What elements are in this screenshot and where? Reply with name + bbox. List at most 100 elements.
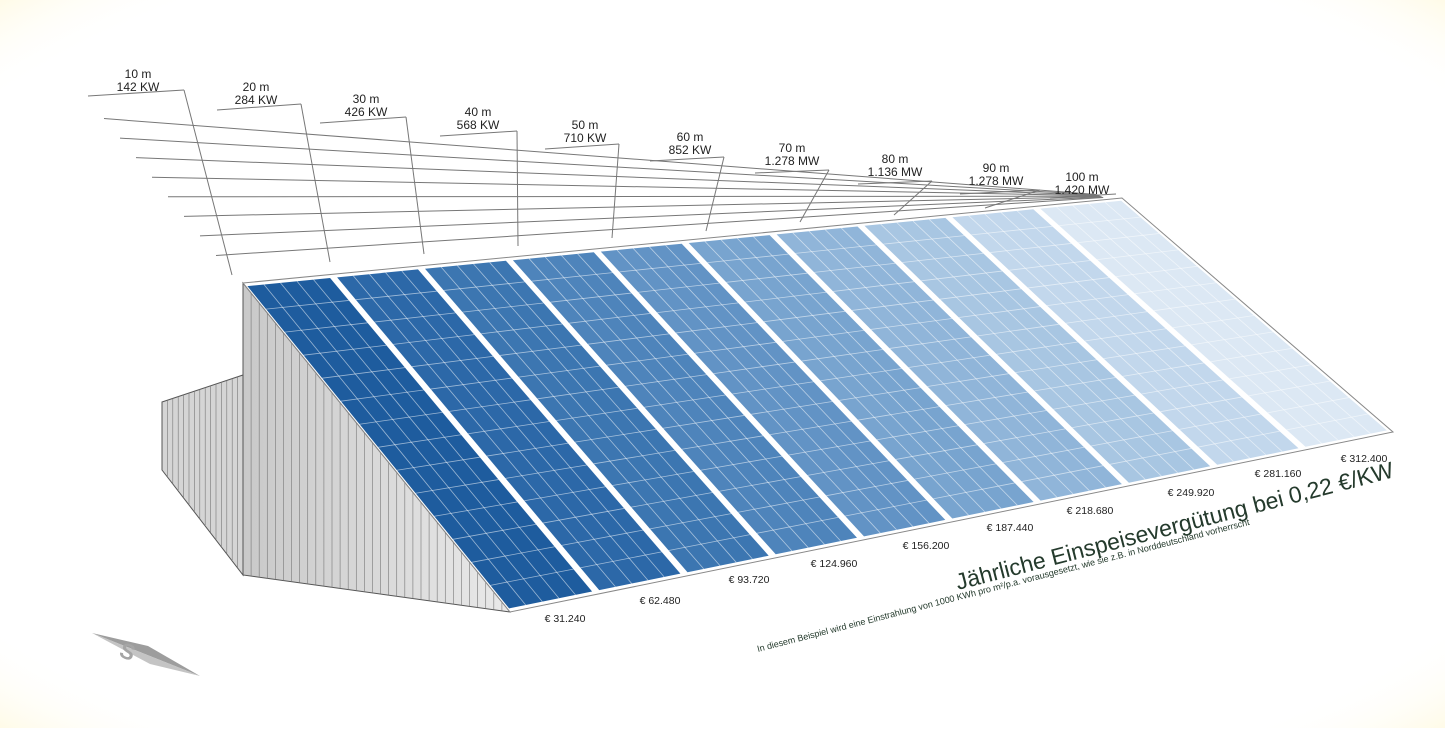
panel-grid-line bbox=[490, 568, 574, 586]
panel-grid-line bbox=[788, 440, 871, 456]
section-length: 30 m bbox=[353, 92, 380, 106]
panel-grid-line bbox=[1179, 413, 1261, 430]
panel-grid-line bbox=[914, 463, 996, 480]
panel-grid-line bbox=[612, 471, 694, 486]
panel-grid-line bbox=[537, 386, 619, 400]
price-label-3: € 93.720 bbox=[729, 574, 770, 586]
section-length: 80 m bbox=[882, 152, 909, 166]
panel-grid-line bbox=[1103, 345, 1185, 360]
price-label-2: € 62.480 bbox=[640, 595, 681, 607]
panel-grid-line bbox=[1072, 412, 1154, 429]
panel-grid-line bbox=[580, 551, 662, 569]
panel-grid-line bbox=[1091, 430, 1173, 447]
grid-column-line bbox=[611, 143, 620, 239]
panel-grid-line bbox=[619, 262, 701, 273]
panel-grid-line bbox=[738, 496, 820, 513]
panel-grid-line bbox=[1084, 328, 1166, 342]
panel-section-10 bbox=[1040, 200, 1387, 447]
label-underline bbox=[439, 130, 518, 137]
panel-grid-line bbox=[820, 368, 902, 382]
section-length: 10 m bbox=[125, 67, 152, 81]
panel-grid-line bbox=[921, 270, 1003, 282]
panel-grid-line bbox=[574, 428, 657, 443]
panel-section-fill bbox=[247, 278, 593, 609]
panel-section-3 bbox=[425, 260, 769, 573]
price-label-1: € 31.240 bbox=[545, 613, 586, 625]
panel-grid-line bbox=[990, 243, 1072, 253]
section-length: 60 m bbox=[677, 130, 704, 144]
panel-grid-line bbox=[524, 486, 606, 502]
panel-grid-line bbox=[649, 513, 732, 530]
panel-grid-line bbox=[1097, 249, 1179, 261]
label-underline bbox=[649, 156, 725, 162]
panel-grid-line bbox=[1122, 362, 1204, 377]
panel-section-fill bbox=[337, 269, 681, 591]
section-label-7: 70 m1.278 MW bbox=[765, 141, 820, 168]
panel-section-1 bbox=[247, 278, 593, 609]
panel-grid-line bbox=[657, 302, 739, 313]
panel-section-8 bbox=[864, 217, 1211, 483]
panel-grid-line bbox=[1116, 265, 1198, 278]
panel-grid-line bbox=[266, 300, 349, 310]
grid-row-line bbox=[119, 137, 1098, 196]
panel-grid-line bbox=[889, 336, 971, 349]
panel-grid-line bbox=[1002, 446, 1085, 463]
panel-grid-line bbox=[977, 323, 1059, 337]
panel-grid-line bbox=[631, 492, 713, 508]
panel-grid-line bbox=[883, 235, 965, 245]
panel-grid-line bbox=[700, 455, 782, 471]
label-underline bbox=[87, 89, 185, 97]
label-underline bbox=[959, 189, 1041, 195]
panel-grid-line bbox=[839, 387, 921, 401]
panel-grid-line bbox=[284, 322, 368, 333]
panel-grid-line bbox=[303, 344, 387, 356]
panel-grid-line bbox=[378, 434, 462, 448]
panel-grid-line bbox=[983, 428, 1066, 444]
panel-grid-line bbox=[763, 310, 846, 323]
panel-grid-line bbox=[851, 299, 934, 311]
grid-column-line bbox=[405, 116, 425, 255]
price-label-7: € 218.680 bbox=[1067, 505, 1114, 517]
grid-column-line bbox=[705, 156, 725, 232]
section-length: 100 m bbox=[1065, 170, 1098, 184]
panel-section-5 bbox=[600, 243, 946, 537]
section-length: 40 m bbox=[465, 105, 492, 119]
grid-row-line bbox=[215, 197, 1104, 256]
panel-grid-line bbox=[1248, 380, 1330, 397]
grid-column-line bbox=[893, 180, 933, 216]
gable-wall-ribs bbox=[250, 292, 503, 611]
label-underline bbox=[754, 169, 830, 174]
panel-grid-line bbox=[726, 272, 808, 283]
panel-grid-line bbox=[499, 344, 582, 356]
panel-grid-line bbox=[415, 479, 499, 494]
panel-grid-line bbox=[1009, 260, 1091, 271]
panel-grid-line bbox=[542, 508, 625, 524]
section-power: 852 KW bbox=[669, 143, 712, 157]
panel-grid-line bbox=[561, 529, 643, 546]
panel-section-fill bbox=[1040, 200, 1387, 447]
panel-grid-line bbox=[694, 341, 776, 354]
panel-grid-line bbox=[814, 262, 896, 273]
panel-section-9 bbox=[952, 209, 1299, 465]
label-underline bbox=[544, 143, 620, 150]
section-length: 20 m bbox=[243, 80, 270, 94]
label-underline bbox=[857, 180, 933, 185]
panel-grid-line bbox=[1229, 364, 1311, 380]
grid-row-line bbox=[183, 196, 1102, 217]
panel-grid-line bbox=[462, 302, 544, 313]
panel-grid-line bbox=[1021, 465, 1104, 482]
grid-column-line bbox=[183, 89, 233, 276]
panel-grid-line bbox=[858, 406, 940, 421]
panel-grid-line bbox=[556, 407, 638, 421]
panel-grid-line bbox=[707, 253, 789, 264]
panel-grid-line bbox=[443, 281, 525, 291]
panel-grid-line bbox=[1034, 377, 1116, 392]
panel-grid-line bbox=[1141, 379, 1223, 395]
